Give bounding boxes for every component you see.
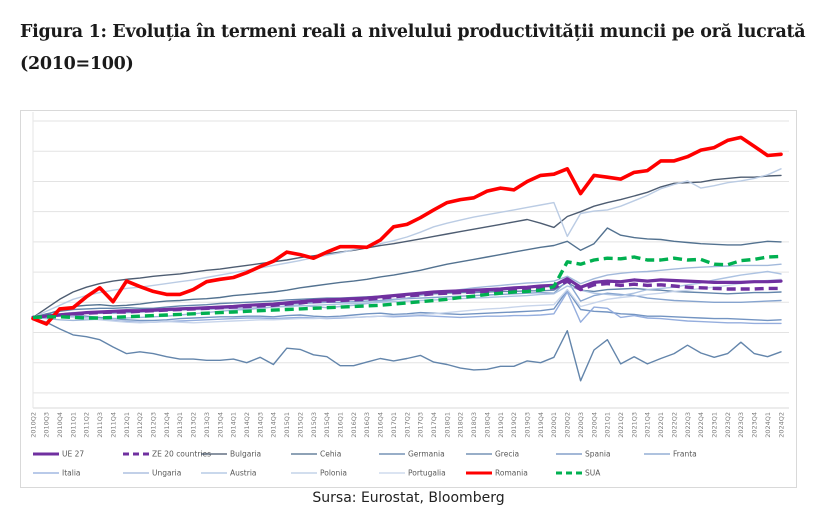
x-tick-label: 2019Q3 bbox=[524, 412, 532, 438]
x-tick-label: 2012Q2 bbox=[136, 412, 144, 438]
x-tick-label: 2018Q3 bbox=[470, 412, 478, 438]
x-tick-label: 2011Q4 bbox=[109, 412, 117, 438]
series-line-cehia bbox=[32, 227, 782, 319]
legend-label: Germania bbox=[408, 450, 445, 459]
legend-label: ZE 20 countries bbox=[152, 450, 211, 459]
x-tick-label: 2016Q4 bbox=[377, 412, 385, 438]
legend-label: Polonia bbox=[320, 469, 347, 478]
x-tick-label: 2010Q3 bbox=[43, 412, 51, 438]
x-tick-label: 2018Q2 bbox=[457, 412, 465, 438]
legend-label: UE 27 bbox=[62, 450, 84, 459]
x-tick-label: 2012Q3 bbox=[150, 412, 158, 438]
x-tick-label: 2011Q2 bbox=[83, 412, 91, 438]
x-tick-label: 2023Q1 bbox=[711, 412, 719, 438]
x-tick-label: 2021Q3 bbox=[630, 412, 638, 438]
x-tick-label: 2012Q4 bbox=[163, 412, 171, 438]
legend-label: Bulgaria bbox=[230, 450, 261, 459]
x-tick-label: 2010Q2 bbox=[29, 412, 37, 438]
x-tick-label: 2011Q1 bbox=[69, 412, 77, 438]
x-tick-label: 2022Q4 bbox=[697, 412, 705, 438]
legend-label: Austria bbox=[230, 469, 257, 478]
x-tick-label: 2013Q2 bbox=[190, 412, 198, 438]
x-tick-label: 2013Q3 bbox=[203, 412, 211, 438]
x-tick-label: 2019Q2 bbox=[510, 412, 518, 438]
x-tick-label: 2014Q4 bbox=[270, 412, 278, 438]
x-tick-label: 2020Q4 bbox=[590, 412, 598, 438]
x-tick-label: 2021Q2 bbox=[617, 412, 625, 438]
x-tick-label: 2015Q1 bbox=[283, 412, 291, 438]
x-tick-label: 2010Q4 bbox=[56, 412, 64, 438]
legend-label: Grecia bbox=[495, 450, 519, 459]
legend-label: Spania bbox=[585, 450, 611, 459]
x-tick-label: 2012Q1 bbox=[123, 412, 131, 438]
series-line-bulgaria bbox=[32, 174, 782, 319]
series-line-ungaria bbox=[32, 263, 782, 322]
x-tick-label: 2014Q1 bbox=[230, 412, 238, 438]
series-line-ue-27 bbox=[31, 277, 783, 319]
chart-frame: 2010Q2 2010Q3 2010Q4 2011Q1 2011Q2 2011Q3 2011… bbox=[20, 110, 797, 488]
legend-label: Romania bbox=[495, 469, 528, 478]
x-tick-label: 2013Q1 bbox=[176, 412, 184, 438]
x-tick-label: 2019Q4 bbox=[537, 412, 545, 438]
x-tick-label: 2020Q3 bbox=[577, 412, 585, 438]
series-line-portugalia bbox=[32, 278, 782, 324]
x-tick-label: 2011Q3 bbox=[96, 412, 104, 438]
x-tick-label: 2016Q2 bbox=[350, 412, 358, 438]
line-chart: 2010Q2 2010Q3 2010Q4 2011Q1 2011Q2 2011Q3 2011… bbox=[29, 112, 789, 478]
x-tick-label: 2023Q3 bbox=[737, 412, 745, 438]
x-tick-label: 2015Q2 bbox=[296, 412, 304, 438]
x-tick-label: 2023Q2 bbox=[724, 412, 732, 438]
legend: UE 27 ZE 20 countries Bulgaria Cehia Germani… bbox=[33, 450, 697, 478]
x-tick-label: 2024Q2 bbox=[777, 412, 785, 438]
legend-label: Italia bbox=[62, 469, 81, 478]
x-tick-label: 2016Q3 bbox=[363, 412, 371, 438]
series-line-spania bbox=[32, 289, 782, 322]
x-axis-ticks: 2010Q2 2010Q3 2010Q4 2011Q1 2011Q2 2011Q3 2011… bbox=[29, 412, 785, 438]
legend-label: Ungaria bbox=[152, 469, 181, 478]
x-tick-label: 2023Q4 bbox=[751, 412, 759, 438]
x-tick-label: 2020Q1 bbox=[550, 412, 558, 438]
x-tick-label: 2017Q1 bbox=[390, 412, 398, 438]
x-tick-label: 2024Q1 bbox=[764, 412, 772, 438]
x-tick-label: 2014Q3 bbox=[256, 412, 264, 438]
x-tick-label: 2020Q2 bbox=[564, 412, 572, 438]
legend-label: Franta bbox=[673, 450, 697, 459]
x-tick-label: 2018Q4 bbox=[483, 412, 491, 438]
x-tick-label: 2022Q2 bbox=[670, 412, 678, 438]
source-note: Sursa: Eurostat, Bloomberg bbox=[312, 490, 505, 506]
x-tick-label: 2015Q4 bbox=[323, 412, 331, 438]
x-tick-label: 2017Q2 bbox=[403, 412, 411, 438]
x-tick-label: 2016Q1 bbox=[337, 412, 345, 438]
x-tick-label: 2015Q3 bbox=[310, 412, 318, 438]
legend-label: SUA bbox=[585, 469, 601, 478]
figure-title: Figura 1: Evoluția în termeni reali a ni… bbox=[20, 22, 806, 74]
x-tick-label: 2018Q1 bbox=[443, 412, 451, 438]
series-lines bbox=[31, 135, 783, 382]
legend-label: Cehia bbox=[320, 450, 341, 459]
x-tick-label: 2022Q1 bbox=[657, 412, 665, 438]
x-tick-label: 2021Q4 bbox=[644, 412, 652, 438]
x-tick-label: 2017Q3 bbox=[417, 412, 425, 438]
x-tick-label: 2022Q3 bbox=[684, 412, 692, 438]
x-tick-label: 2017Q4 bbox=[430, 412, 438, 438]
x-tick-label: 2013Q4 bbox=[216, 412, 224, 438]
series-line-grecia bbox=[32, 317, 782, 382]
x-tick-label: 2019Q1 bbox=[497, 412, 505, 438]
x-tick-label: 2021Q1 bbox=[604, 412, 612, 438]
series-line-polonia bbox=[32, 168, 782, 319]
legend-label: Portugalia bbox=[408, 469, 446, 478]
series-line-romania bbox=[31, 135, 783, 326]
x-tick-label: 2014Q2 bbox=[243, 412, 251, 438]
